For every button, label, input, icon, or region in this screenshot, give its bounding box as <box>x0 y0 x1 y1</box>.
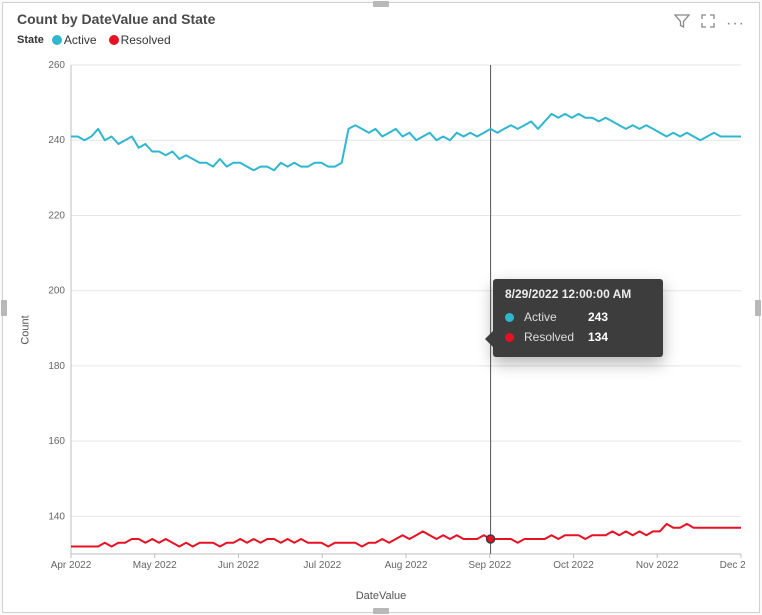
y-axis-title: Count <box>20 315 32 344</box>
legend-text-resolved: Resolved <box>121 33 171 47</box>
filter-icon[interactable] <box>674 13 690 34</box>
svg-text:180: 180 <box>48 361 65 372</box>
svg-text:Dec 2022: Dec 2022 <box>720 560 745 571</box>
x-axis-title: DateValue <box>356 590 407 602</box>
legend-swatch-active <box>52 35 62 45</box>
chart-title: Count by DateValue and State <box>17 11 215 27</box>
focus-mode-icon[interactable] <box>700 13 716 34</box>
more-options-icon[interactable]: ··· <box>726 20 745 28</box>
tooltip-date: 8/29/2022 12:00:00 AM <box>505 287 651 301</box>
resize-handle-left[interactable] <box>1 300 7 316</box>
resize-handle-bottom[interactable] <box>373 608 389 614</box>
svg-text:200: 200 <box>48 286 65 297</box>
resize-handle-top[interactable] <box>373 1 389 7</box>
legend-item-active[interactable]: Active <box>52 33 97 47</box>
resize-handle-right[interactable] <box>755 300 761 316</box>
tooltip-swatch-active <box>505 313 514 322</box>
legend-label: State <box>17 34 44 46</box>
svg-text:140: 140 <box>48 511 65 522</box>
hover-tooltip: 8/29/2022 12:00:00 AM Active 243 Resolve… <box>493 279 663 357</box>
header-icons: ··· <box>674 11 745 34</box>
tooltip-label-resolved: Resolved <box>524 327 580 347</box>
svg-text:Jun 2022: Jun 2022 <box>218 560 260 571</box>
tooltip-value-resolved: 134 <box>588 327 608 347</box>
chart-frame: Count by DateValue and State State Activ… <box>2 2 760 613</box>
tooltip-row-resolved: Resolved 134 <box>505 327 651 347</box>
tooltip-row-active: Active 243 <box>505 307 651 327</box>
svg-text:Sep 2022: Sep 2022 <box>468 560 511 571</box>
legend-swatch-resolved <box>109 35 119 45</box>
svg-text:Jul 2022: Jul 2022 <box>303 560 341 571</box>
legend: State Active Resolved <box>17 33 215 47</box>
svg-text:Nov 2022: Nov 2022 <box>636 560 679 571</box>
svg-text:220: 220 <box>48 210 65 221</box>
chart-header: Count by DateValue and State State Activ… <box>17 11 745 47</box>
legend-item-resolved[interactable]: Resolved <box>109 33 171 47</box>
svg-text:Aug 2022: Aug 2022 <box>385 560 428 571</box>
svg-text:May 2022: May 2022 <box>133 560 177 571</box>
svg-text:160: 160 <box>48 436 65 447</box>
tooltip-label-active: Active <box>524 307 580 327</box>
svg-text:Oct 2022: Oct 2022 <box>553 560 594 571</box>
tooltip-swatch-resolved <box>505 333 514 342</box>
svg-text:Apr 2022: Apr 2022 <box>51 560 92 571</box>
svg-text:260: 260 <box>48 61 65 71</box>
legend-text-active: Active <box>64 33 97 47</box>
svg-text:240: 240 <box>48 135 65 146</box>
tooltip-value-active: 243 <box>588 307 608 327</box>
